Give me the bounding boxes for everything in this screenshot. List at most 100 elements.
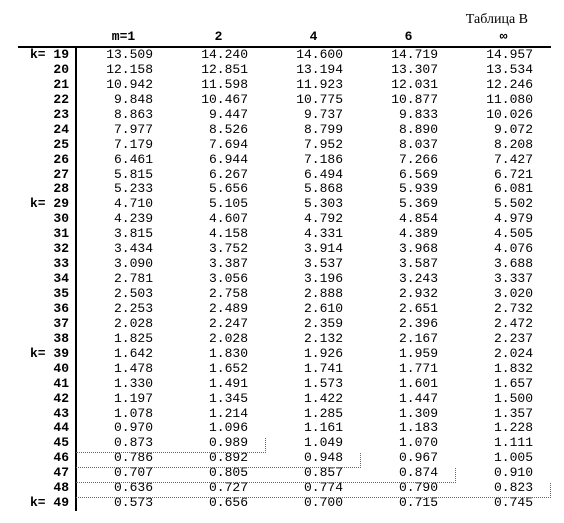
cell: 9.848 <box>76 93 171 108</box>
cell: 2.359 <box>266 317 361 332</box>
row-label: 21 <box>18 78 76 93</box>
cell: 8.526 <box>171 123 266 138</box>
col-header-k <box>18 30 76 47</box>
table-row: 421.1971.3451.4221.4471.500 <box>18 392 551 407</box>
cell: 9.737 <box>266 108 361 123</box>
cell: 1.926 <box>266 347 361 362</box>
cell: 4.158 <box>171 227 266 242</box>
table-row: 333.0903.3873.5373.5873.688 <box>18 257 551 272</box>
table-row: 238.8639.4479.7379.83310.026 <box>18 108 551 123</box>
table-row: 362.2532.4892.6102.6512.732 <box>18 302 551 317</box>
table-row: k= 294.7105.1055.3035.3695.502 <box>18 197 551 212</box>
cell: 5.105 <box>171 197 266 212</box>
cell: 7.952 <box>266 138 361 153</box>
row-label: k= 39 <box>18 347 76 362</box>
cell: 4.854 <box>361 212 456 227</box>
table-row: 411.3301.4911.5731.6011.657 <box>18 377 551 392</box>
row-label: 30 <box>18 212 76 227</box>
cell: 1.657 <box>456 377 551 392</box>
cell: 1.832 <box>456 362 551 377</box>
cell: 0.774 <box>266 481 361 496</box>
cell: 12.246 <box>456 78 551 93</box>
cell: 5.656 <box>171 182 266 197</box>
cell: 6.081 <box>456 182 551 197</box>
row-label: 40 <box>18 362 76 377</box>
cell: 7.427 <box>456 153 551 168</box>
cell: 2.610 <box>266 302 361 317</box>
cell: 10.467 <box>171 93 266 108</box>
col-header-3: 4 <box>266 30 361 47</box>
cell: 3.243 <box>361 272 456 287</box>
row-label: 42 <box>18 392 76 407</box>
row-label: 45 <box>18 436 76 451</box>
row-label: 23 <box>18 108 76 123</box>
cell: 1.228 <box>456 421 551 436</box>
cell: 0.786 <box>76 451 171 466</box>
cell: 4.710 <box>76 197 171 212</box>
cell: 3.537 <box>266 257 361 272</box>
cell: 0.970 <box>76 421 171 436</box>
cell: 10.026 <box>456 108 551 123</box>
cell: 11.923 <box>266 78 361 93</box>
table-row: 440.9701.0961.1611.1831.228 <box>18 421 551 436</box>
cell: 2.253 <box>76 302 171 317</box>
table-row: 285.2335.6565.8685.9396.081 <box>18 182 551 197</box>
cell: 0.910 <box>456 466 551 481</box>
cell: 1.111 <box>456 436 551 451</box>
cell: 1.345 <box>171 392 266 407</box>
cell: 2.489 <box>171 302 266 317</box>
table-row: k= 1913.50914.24014.60014.71914.957 <box>18 47 551 63</box>
cell: 1.771 <box>361 362 456 377</box>
cell: 3.968 <box>361 242 456 257</box>
cell: 8.863 <box>76 108 171 123</box>
cell: 10.877 <box>361 93 456 108</box>
cell: 4.505 <box>456 227 551 242</box>
row-label: 25 <box>18 138 76 153</box>
table-row: 480.6360.7270.7740.7900.823 <box>18 481 551 496</box>
row-label: k= 29 <box>18 197 76 212</box>
cell: 0.892 <box>171 451 266 466</box>
cell: 1.491 <box>171 377 266 392</box>
cell: 1.447 <box>361 392 456 407</box>
cell: 0.823 <box>456 481 551 496</box>
cell: 3.387 <box>171 257 266 272</box>
row-label: 20 <box>18 63 76 78</box>
cell: 2.028 <box>76 317 171 332</box>
cell: 0.967 <box>361 451 456 466</box>
cell: 14.600 <box>266 47 361 63</box>
cell: 0.948 <box>266 451 361 466</box>
cell: 5.303 <box>266 197 361 212</box>
cell: 6.721 <box>456 168 551 183</box>
row-label: 38 <box>18 332 76 347</box>
cell: 0.805 <box>171 466 266 481</box>
table-row: 313.8154.1584.3314.3894.505 <box>18 227 551 242</box>
cell: 1.959 <box>361 347 456 362</box>
cell: 2.651 <box>361 302 456 317</box>
cell: 1.161 <box>266 421 361 436</box>
table-row: 450.8730.9891.0491.0701.111 <box>18 436 551 451</box>
cell: 5.939 <box>361 182 456 197</box>
cell: 12.158 <box>76 63 171 78</box>
cell: 1.183 <box>361 421 456 436</box>
cell: 3.587 <box>361 257 456 272</box>
cell: 1.214 <box>171 407 266 422</box>
cell: 2.167 <box>361 332 456 347</box>
cell: 13.307 <box>361 63 456 78</box>
cell: 10.942 <box>76 78 171 93</box>
cell: 12.851 <box>171 63 266 78</box>
cell: 1.330 <box>76 377 171 392</box>
cell: 2.781 <box>76 272 171 287</box>
cell: 2.396 <box>361 317 456 332</box>
cell: 3.196 <box>266 272 361 287</box>
cell: 1.478 <box>76 362 171 377</box>
cell: 1.309 <box>361 407 456 422</box>
row-label: 48 <box>18 481 76 496</box>
cell: 9.447 <box>171 108 266 123</box>
cell: 0.700 <box>266 496 361 511</box>
row-label: 32 <box>18 242 76 257</box>
cell: 1.500 <box>456 392 551 407</box>
cell: 5.502 <box>456 197 551 212</box>
table-row: 431.0781.2141.2851.3091.357 <box>18 407 551 422</box>
cell: 14.957 <box>456 47 551 63</box>
cell: 8.208 <box>456 138 551 153</box>
